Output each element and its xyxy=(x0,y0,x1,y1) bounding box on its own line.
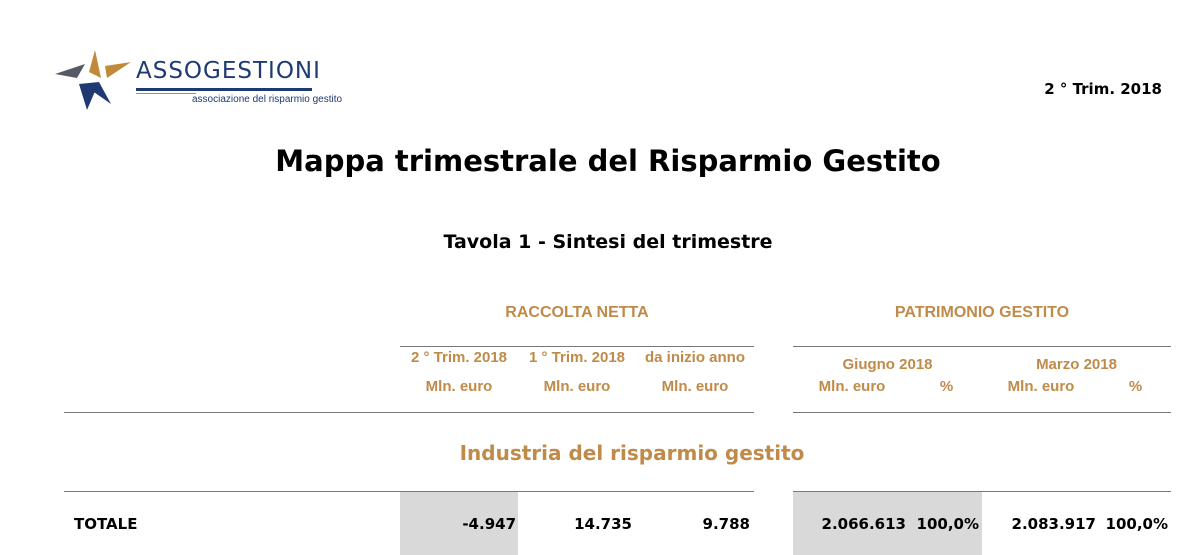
col-header-period: da inizio anno xyxy=(645,349,745,366)
highlight-column xyxy=(400,492,518,555)
section-title: Industria del risparmio gestito xyxy=(459,441,805,465)
logo-rule-accent xyxy=(136,93,196,94)
table-cell: 9.788 xyxy=(702,515,750,533)
row-label-totale: TOTALE xyxy=(74,515,138,533)
raccolta-header-rule xyxy=(400,346,754,347)
table-cell: 100,0% xyxy=(1105,515,1168,533)
col-header-unit: Mln. euro xyxy=(818,378,886,395)
col-header-unit: Mln. euro xyxy=(1007,378,1075,395)
table-title: Tavola 1 - Sintesi del trimestre xyxy=(443,231,773,253)
col-header-unit: Mln. euro xyxy=(543,378,611,395)
section-rule xyxy=(793,491,1171,492)
table-cell: 2.066.613 xyxy=(821,515,906,533)
col-header-period: Marzo 2018 xyxy=(1036,356,1117,373)
logo-rule xyxy=(136,88,312,91)
col-header-unit: Mln. euro xyxy=(425,378,493,395)
table-cell: 14.735 xyxy=(574,515,632,533)
section-rule xyxy=(64,491,754,492)
col-header-unit: % xyxy=(1128,378,1143,395)
col-header-unit: % xyxy=(939,378,954,395)
highlight-column xyxy=(911,492,982,555)
patrimonio-header-rule xyxy=(793,346,1171,347)
report-period: 2 ° Trim. 2018 xyxy=(1044,80,1162,98)
table-header-bottom-rule xyxy=(793,412,1171,413)
col-header-period: 1 ° Trim. 2018 xyxy=(528,349,626,366)
col-header-unit: Mln. euro xyxy=(661,378,729,395)
assogestioni-logo-icon xyxy=(55,50,131,110)
table-cell: 2.083.917 xyxy=(1011,515,1096,533)
raccolta-netta-header: RACCOLTA NETTA xyxy=(505,304,649,321)
highlight-column xyxy=(793,492,911,555)
table-header-bottom-rule xyxy=(64,412,754,413)
logo-wordmark: ASSOGESTIONI xyxy=(136,58,321,84)
table-cell: 100,0% xyxy=(916,515,979,533)
patrimonio-gestito-header: PATRIMONIO GESTITO xyxy=(894,304,1070,321)
col-header-period: 2 ° Trim. 2018 xyxy=(410,349,508,366)
col-header-period: Giugno 2018 xyxy=(842,356,933,373)
logo-tagline: associazione del risparmio gestito xyxy=(192,94,343,105)
table-cell: -4.947 xyxy=(462,515,516,533)
page-title: Mappa trimestrale del Risparmio Gestito xyxy=(275,144,941,178)
